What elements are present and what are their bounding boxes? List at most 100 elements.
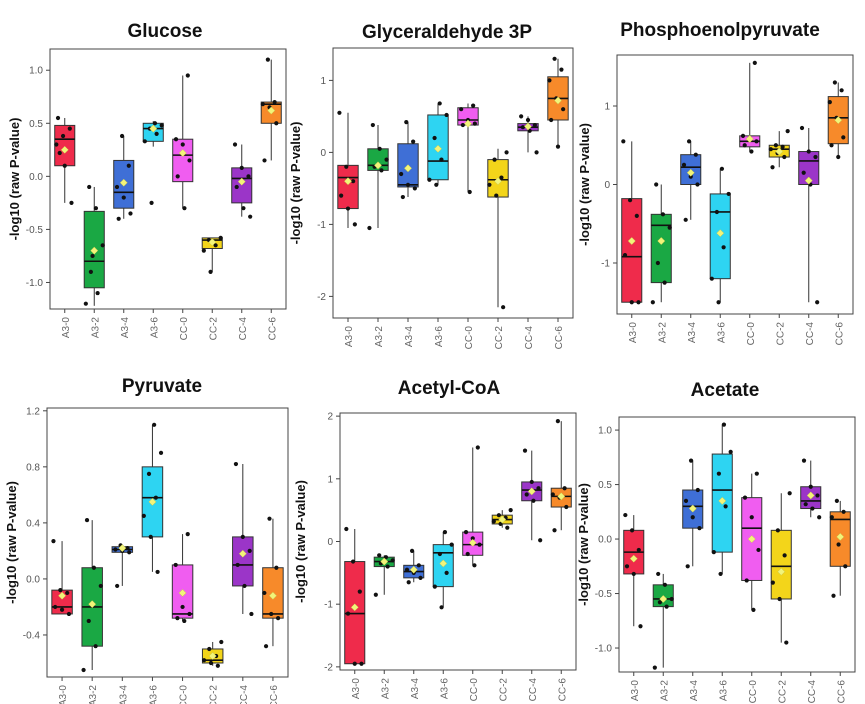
data-point — [749, 515, 754, 520]
data-point — [60, 133, 66, 139]
data-point — [88, 269, 93, 274]
data-point — [742, 143, 747, 148]
data-point — [496, 513, 501, 518]
data-point — [437, 551, 442, 557]
data-point — [345, 206, 351, 211]
y-tick-label: -1 — [317, 220, 326, 231]
box-CC-2 — [487, 148, 509, 310]
data-point — [787, 491, 792, 496]
y-axis-label: -log10 (raw P-value) — [7, 118, 22, 241]
data-point — [782, 154, 787, 160]
data-point — [142, 139, 147, 144]
data-point — [67, 126, 72, 131]
mean-marker — [404, 164, 412, 173]
data-point — [754, 139, 759, 144]
data-point — [472, 121, 477, 126]
data-point — [693, 152, 698, 157]
data-point — [634, 213, 639, 218]
x-tick-label: A3-0 — [351, 678, 362, 700]
x-tick-label: CC-4 — [807, 680, 818, 704]
x-tick-label: CC-4 — [239, 685, 250, 704]
mean-marker — [178, 588, 187, 597]
data-point — [831, 593, 836, 598]
y-tick-label: 0 — [320, 148, 326, 159]
data-point — [803, 502, 808, 507]
mean-marker — [804, 176, 813, 185]
data-point — [843, 564, 848, 569]
data-point — [810, 506, 815, 511]
data-point — [555, 419, 560, 424]
data-point — [719, 166, 725, 171]
data-point — [768, 147, 773, 152]
data-point — [185, 531, 190, 537]
data-point — [460, 122, 465, 128]
data-point — [532, 122, 537, 128]
x-tick-label: CC-0 — [179, 685, 190, 704]
y-tick-label: 1 — [327, 474, 333, 485]
data-point — [520, 125, 525, 130]
data-point — [432, 135, 437, 141]
data-point — [627, 198, 633, 203]
data-point — [241, 206, 246, 211]
mean-marker — [60, 145, 69, 154]
data-point — [233, 461, 239, 467]
data-point — [207, 646, 212, 652]
data-point — [519, 114, 524, 119]
data-point — [449, 542, 454, 547]
x-tick-label: CC-6 — [557, 678, 568, 702]
data-point — [235, 562, 240, 568]
data-point — [373, 592, 378, 597]
data-point — [782, 553, 787, 558]
mean-marker — [686, 168, 695, 177]
data-point — [84, 517, 90, 523]
x-tick-label: A3-6 — [434, 326, 445, 348]
data-point — [201, 658, 207, 663]
data-point — [66, 611, 72, 617]
box-A3-0 — [51, 538, 73, 617]
mean-marker — [118, 544, 127, 553]
box-iqr — [172, 138, 194, 183]
data-point — [158, 450, 164, 455]
data-point — [126, 163, 131, 168]
data-point — [716, 471, 721, 476]
data-point — [491, 519, 496, 524]
y-tick-label: -1.0 — [595, 644, 613, 655]
data-point — [631, 571, 636, 577]
data-point — [669, 596, 674, 602]
data-point — [799, 125, 805, 131]
data-point — [695, 182, 700, 187]
x-tick-label: CC-4 — [805, 322, 816, 346]
y-tick-label: -0.5 — [595, 589, 613, 600]
data-point — [681, 162, 687, 167]
data-point — [536, 486, 541, 491]
data-point — [439, 157, 444, 162]
mean-marker — [806, 491, 815, 500]
data-point — [267, 516, 272, 521]
mean-marker — [90, 246, 99, 255]
data-point — [777, 596, 782, 602]
data-point — [384, 157, 389, 162]
data-point — [409, 548, 415, 554]
box-A3-6 — [432, 529, 454, 610]
x-tick-label: CC-0 — [746, 322, 757, 346]
data-point — [69, 200, 74, 205]
data-point — [55, 115, 61, 121]
data-point — [187, 611, 192, 617]
data-point — [749, 149, 754, 154]
x-tick-label: CC-6 — [834, 322, 845, 346]
data-point — [662, 280, 667, 285]
data-point — [242, 583, 247, 589]
data-point — [352, 661, 357, 666]
panel-5: Acetate -log10 (raw P-value) -1.0 -0.5 0.0 0.… — [576, 380, 856, 704]
data-point — [246, 174, 251, 179]
box-CC-2 — [768, 129, 790, 170]
data-point — [344, 164, 349, 169]
data-point — [262, 590, 267, 596]
data-point — [54, 142, 59, 147]
data-point — [773, 143, 778, 148]
data-point — [664, 604, 669, 609]
data-point — [146, 471, 152, 476]
x-tick-label: A3-6 — [439, 678, 450, 700]
y-tick-label: 0.0 — [598, 535, 612, 546]
data-point — [808, 484, 813, 489]
